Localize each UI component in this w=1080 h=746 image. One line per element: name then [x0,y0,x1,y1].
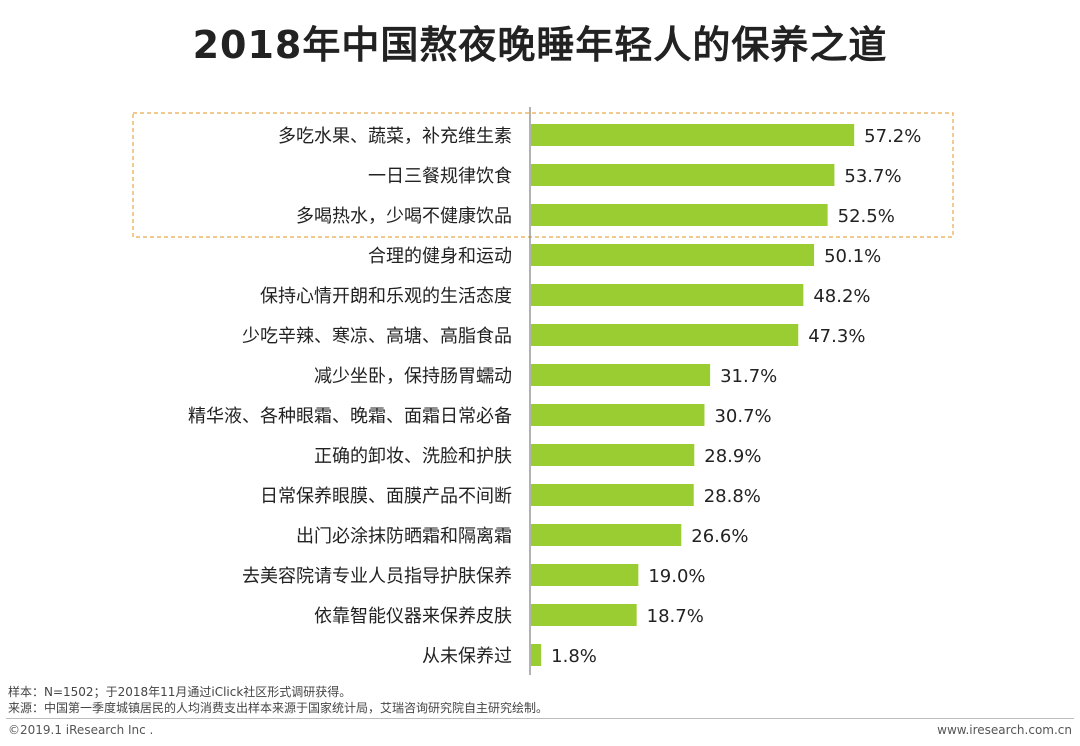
category-label: 减少坐卧，保持肠胃蠕动 [314,366,512,387]
category-label: 一日三餐规律饮食 [368,166,512,187]
website-text: www.iresearch.com.cn [937,723,1072,737]
value-label: 19.0% [648,566,705,587]
bar [531,404,705,426]
bar [531,284,804,306]
category-label: 合理的健身和运动 [368,246,512,267]
bar [531,444,695,466]
category-label: 出门必涂抹防晒霜和隔离霜 [296,526,512,547]
bar [531,604,637,626]
value-label: 52.5% [838,206,895,227]
source-note: 来源：中国第一季度城镇居民的人均消费支出样本来源于国家统计局，艾瑞咨询研究院自主… [8,701,549,715]
value-label: 50.1% [824,246,881,267]
category-label: 多喝热水，少喝不健康饮品 [296,206,512,227]
category-label: 依靠智能仪器来保养皮肤 [314,606,512,627]
value-label: 18.7% [647,606,704,627]
category-label: 正确的卸妆、洗脸和护肤 [314,446,512,467]
value-label: 28.9% [704,446,761,467]
value-label: 47.3% [808,326,865,347]
category-label: 多吃水果、蔬菜，补充维生素 [278,126,512,147]
value-label: 31.7% [720,366,777,387]
bar [531,204,828,226]
footer-divider [6,718,1074,719]
value-label: 28.8% [704,486,761,507]
category-label: 少吃辛辣、寒凉、高塘、高脂食品 [242,326,512,347]
bar [531,564,639,586]
value-label: 1.8% [551,646,597,667]
highlight-box [132,112,954,238]
category-label: 日常保养眼膜、面膜产品不间断 [260,486,512,507]
bar [531,364,711,386]
sample-note: 样本：N=1502；于2018年11月通过iClick社区形式调研获得。 [8,685,352,699]
value-label: 26.6% [691,526,748,547]
value-label: 30.7% [714,406,771,427]
category-label: 保持心情开朗和乐观的生活态度 [260,286,512,307]
bar [531,124,855,146]
bar [531,644,542,666]
value-label: 48.2% [813,286,870,307]
copyright-text: ©2019.1 iResearch Inc . [8,723,154,737]
value-label: 57.2% [864,126,921,147]
bar [531,484,694,506]
bar [531,524,682,546]
value-label: 53.7% [844,166,901,187]
bar [531,244,815,266]
bar [531,324,799,346]
category-label: 去美容院请专业人员指导护肤保养 [242,566,512,587]
category-label: 从未保养过 [422,646,512,667]
page-title: 2018年中国熬夜晚睡年轻人的保养之道 [192,23,888,67]
category-label: 精华液、各种眼霜、晚霜、面霜日常必备 [188,406,512,427]
bar [531,164,835,186]
